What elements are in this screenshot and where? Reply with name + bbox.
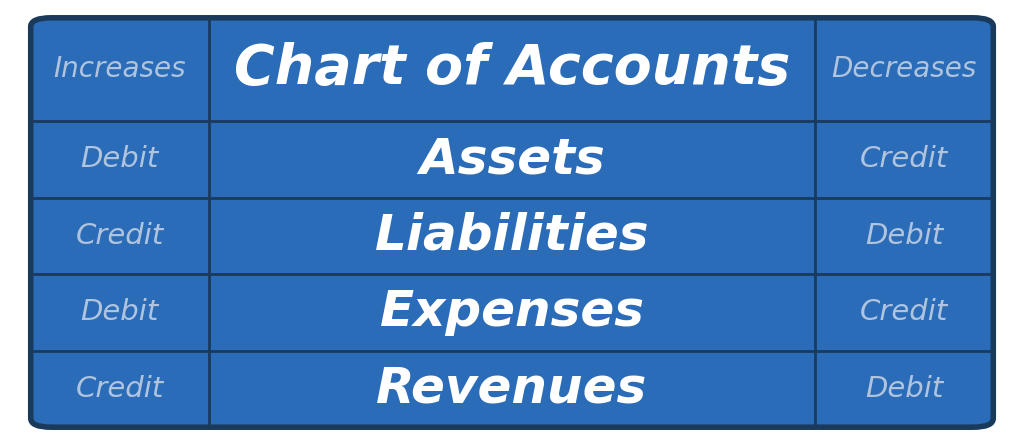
Text: Liabilities: Liabilities: [375, 212, 649, 260]
FancyBboxPatch shape: [31, 18, 993, 427]
Text: Increases: Increases: [53, 56, 186, 84]
Text: Chart of Accounts: Chart of Accounts: [233, 42, 791, 97]
Text: Assets: Assets: [419, 135, 605, 183]
Text: Debit: Debit: [865, 375, 943, 403]
Text: Credit: Credit: [860, 146, 948, 174]
Text: Debit: Debit: [81, 299, 159, 327]
Text: Expenses: Expenses: [380, 288, 644, 336]
Text: Credit: Credit: [76, 375, 164, 403]
Text: Credit: Credit: [76, 222, 164, 250]
Text: Debit: Debit: [865, 222, 943, 250]
Text: Credit: Credit: [860, 299, 948, 327]
Text: Debit: Debit: [81, 146, 159, 174]
Text: Decreases: Decreases: [831, 56, 977, 84]
Text: Revenues: Revenues: [377, 365, 647, 413]
